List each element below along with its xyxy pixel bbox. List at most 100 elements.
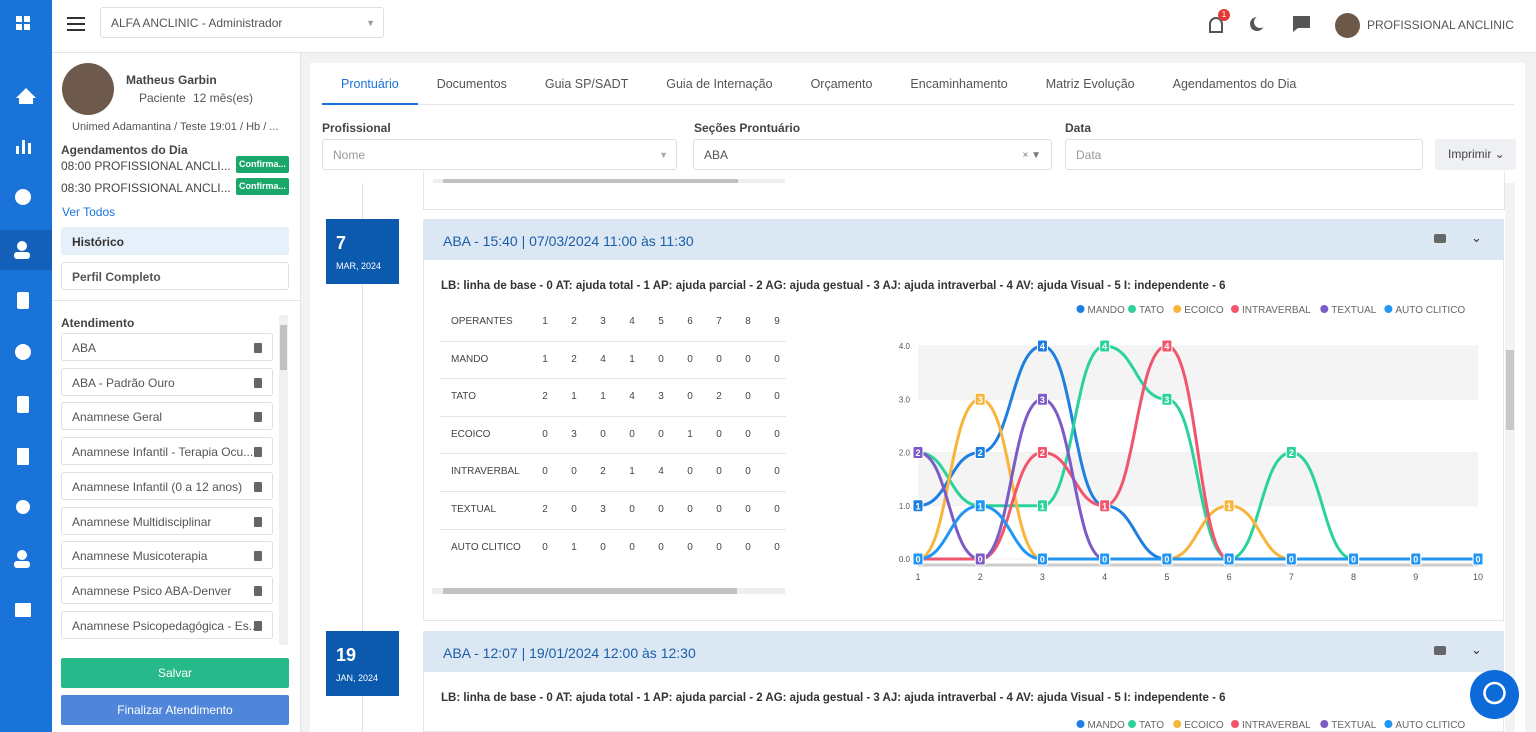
table-cell: 0 [716,353,722,365]
date-input[interactable]: Data [1065,139,1423,170]
legend-marker[interactable] [1173,720,1182,728]
patient-age: 12 mês(es) [193,91,254,105]
print-icon[interactable] [1434,646,1446,655]
legend-marker[interactable] [1128,720,1136,728]
tab[interactable]: Guia de Internação [666,77,773,91]
tab[interactable]: Orçamento [810,77,873,91]
table-cell: 0 [687,391,693,403]
legend-marker[interactable] [1173,305,1182,313]
table-cell: 0 [658,541,664,553]
data-label: 0 [915,555,920,565]
legend-label[interactable]: ECOICO [1184,305,1224,316]
attendance-item[interactable]: ABA [61,333,273,361]
appointment-text: 08:30 PROFISSIONAL ANCLI... [61,181,231,195]
y-tick-label: 2.0 [899,449,911,458]
finish-button[interactable]: Finalizar Atendimento [61,695,289,725]
data-label: 2 [978,448,983,458]
attendance-item[interactable]: Anamnese Psicopedagógica - Es... [61,610,273,639]
scroll-thumb[interactable] [443,179,738,183]
legend-label[interactable]: AUTO CLITICO [1395,720,1465,731]
legend-label[interactable]: TEXTUAL [1331,305,1376,316]
scroll-thumb[interactable] [280,325,287,370]
print-icon[interactable] [1434,234,1446,243]
table-header: 2 [571,316,577,327]
legend-marker[interactable] [1076,720,1085,728]
table-cell: 0 [774,428,780,440]
scroll-thumb[interactable] [443,588,737,594]
table-cell: 0 [745,541,751,553]
legend-marker[interactable] [1231,720,1239,728]
scroll-thumb[interactable] [1506,350,1514,430]
tab[interactable]: Encaminhamento [910,77,1008,91]
legend-label[interactable]: INTRAVERBAL [1242,720,1311,731]
clipboard-icon [254,377,262,388]
chat-icon[interactable] [1292,15,1312,35]
legend-label[interactable]: MANDO [1088,720,1125,731]
entry-header[interactable]: ABA - 12:07 | 19/01/2024 12:00 às 12:30 ⌄ [423,631,1504,672]
legend-label[interactable]: AUTO CLITICO [1395,305,1465,316]
data-point [1223,499,1235,513]
save-button[interactable]: Salvar [61,658,289,688]
tab[interactable]: Guia SP/SADT [544,77,629,91]
caret: ▼ [366,18,375,28]
chevron[interactable]: ⌄ [1471,230,1482,245]
legend-marker[interactable] [1384,305,1393,313]
table-cell: 0 [716,428,722,440]
legend-marker[interactable] [1320,305,1329,313]
month-year: JAN, 2024 [336,673,379,683]
tab[interactable]: Agendamentos do Dia [1172,77,1297,91]
legend-marker[interactable] [1128,305,1136,313]
legend-marker[interactable] [1231,305,1239,313]
attendance-item[interactable]: Anamnese Multidisciplinar [61,506,273,535]
table-header: 3 [600,316,606,327]
legend-marker[interactable] [1076,305,1085,313]
x-tick-label: 10 [1473,572,1483,582]
chevron[interactable]: ⌄ [1471,642,1482,657]
attendance-item[interactable]: Anamnese Infantil - Terapia Ocu... [61,437,273,466]
user-avatar[interactable] [1335,13,1360,38]
clinic-select[interactable]: ALFA ANCLINIC - Administrador ▼ [100,7,384,38]
entry-title: ABA - 15:40 | 07/03/2024 11:00 às 11:30 [443,233,694,249]
y-tick-label: 1.0 [899,502,911,511]
tab[interactable]: Documentos [436,77,507,91]
attendance-item[interactable]: ABA - Padrão Ouro [61,367,273,396]
tab[interactable]: Matriz Evolução [1045,77,1135,91]
user-name[interactable]: PROFISSIONAL ANCLINIC [1367,18,1514,32]
table-cell: 1 [687,428,693,440]
chat-button[interactable] [1470,670,1519,719]
legend-label[interactable]: INTRAVERBAL [1242,305,1311,316]
x-tick-label: 9 [1413,572,1418,582]
attendance-item[interactable]: Anamnese Geral [61,402,273,431]
legend-label[interactable]: MANDO [1088,305,1125,316]
filter-label: Profissional [322,121,391,135]
see-all-link[interactable]: Ver Todos [62,205,116,219]
print-button[interactable]: Imprimir ⌄ [1435,139,1516,170]
placeholder: Nome [333,148,366,162]
clear-caret[interactable]: × ▼ [1022,150,1041,161]
table-header: 5 [658,316,664,327]
legend-label[interactable]: TEXTUAL [1331,720,1376,731]
attendance-item[interactable]: Anamnese Psico ABA-Denver [61,575,273,604]
legend-marker[interactable] [1384,720,1393,728]
legend-marker[interactable] [1320,720,1329,728]
scrollbar [279,315,288,645]
menu-icon[interactable] [67,16,85,32]
table-cell: 0 [571,466,577,478]
attendance-item[interactable]: Anamnese Musicoterapia [61,541,273,570]
nav-item-active[interactable]: Histórico [61,227,289,255]
table-cell: 0 [542,428,548,440]
date-badge: 19 JAN, 2024 [326,631,399,696]
table-cell: 0 [687,353,693,365]
legend-label[interactable]: ECOICO [1184,720,1224,731]
legend-label[interactable]: TATO [1139,720,1164,731]
professional-select[interactable]: Nome ▼ [322,139,677,170]
data-point [1036,552,1048,566]
entry-header[interactable]: ABA - 15:40 | 07/03/2024 11:00 às 11:30 ⌄ [423,219,1504,260]
attendance-item[interactable]: Anamnese Infantil (0 a 12 anos) [61,471,273,500]
legend-text: LB: linha de base - 0 AT: ajuda total - … [441,692,1226,704]
tab-active[interactable]: Prontuário [322,63,418,105]
sections-select[interactable]: ABA × ▼ [693,139,1052,170]
table-cell: 3 [600,504,606,515]
nav-item[interactable]: Perfil Completo [61,262,289,290]
legend-label[interactable]: TATO [1139,305,1164,316]
